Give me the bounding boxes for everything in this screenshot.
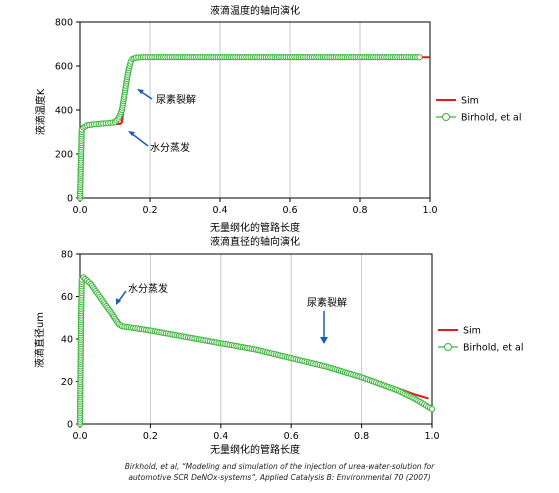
y-tick-label: 20 (61, 377, 73, 388)
plot-frame (79, 253, 433, 425)
x-tick-label: 0.6 (284, 431, 299, 442)
y-tick-label: 600 (55, 62, 73, 73)
x-tick-label: 0.0 (72, 205, 87, 216)
y-tick-label: 40 (61, 335, 73, 346)
x-tick-label: 0.2 (143, 431, 158, 442)
citation-line-1: Birkhold, et al, “Modeling and simulatio… (124, 462, 435, 471)
annotation-water-evaporation: 水分蒸发 (128, 282, 168, 295)
x-tick-label: 0.8 (352, 205, 367, 216)
y-tick-label: 800 (55, 18, 73, 29)
plot-frame (79, 21, 431, 199)
annotation-urea-decomposition: 尿素裂解 (307, 296, 347, 309)
x-tick-label: 0.4 (213, 431, 228, 442)
legend-marker-exp (444, 343, 452, 351)
x-axis-label: 无量纲化的管路长度 (210, 221, 300, 234)
y-tick-label: 200 (55, 150, 73, 161)
legend-label-exp: Birhold, et al (463, 343, 524, 354)
arrowhead-icon (137, 89, 144, 94)
x-tick-label: 0.0 (72, 431, 87, 442)
annotation-arrow-water (130, 132, 149, 147)
chart-title: 液滴直径的轴向演化 (210, 235, 300, 248)
x-tick-label: 0.8 (354, 431, 369, 442)
series-marker-exp (416, 54, 423, 61)
legend-label-sim: Sim (461, 96, 479, 107)
citation-line-2: automotive SCR DeNOx-systems”, Applied C… (128, 473, 431, 482)
legend-label-sim: Sim (463, 326, 481, 337)
temperature-chart: 液滴温度的轴向演化 无量纲化的管路长度 液滴温度K 0.0 0.2 0.4 0.6 0.… (34, 4, 522, 234)
x-tick-label: 0.4 (212, 205, 227, 216)
y-tick-label: 0 (67, 194, 73, 205)
annotation-urea-decomposition: 尿素裂解 (156, 93, 196, 106)
series-line-sim (79, 56, 430, 199)
x-tick-label: 0.6 (282, 205, 297, 216)
x-tick-label: 1.0 (424, 431, 439, 442)
legend-label-exp: Birhold, et al (461, 113, 522, 124)
annotation-water-evaporation: 水分蒸发 (150, 141, 190, 154)
arrowhead-icon (116, 298, 121, 305)
y-axis-label: 液滴温度K (34, 88, 47, 135)
y-tick-label: 0 (67, 420, 73, 431)
series-marker-exp (428, 406, 436, 413)
x-tick-label: 0.2 (142, 205, 157, 216)
arrowhead-icon (128, 131, 135, 136)
legend-marker-exp (442, 113, 450, 121)
arrowhead-icon (320, 337, 328, 344)
x-tick-label: 1.0 (422, 205, 437, 216)
y-axis-label: 液滴直径um (33, 312, 46, 368)
y-tick-label: 400 (55, 106, 73, 117)
y-tick-label: 60 (61, 292, 73, 303)
series-line-exp (79, 56, 420, 199)
y-tick-label: 80 (61, 250, 73, 261)
x-axis-label: 无量纲化的管路长度 (210, 443, 300, 456)
diameter-chart: 液滴直径的轴向演化 无量纲化的管路长度 液滴直径um 0.0 0.2 0.4 0.6 0… (33, 235, 524, 456)
chart-title: 液滴温度的轴向演化 (210, 4, 300, 17)
